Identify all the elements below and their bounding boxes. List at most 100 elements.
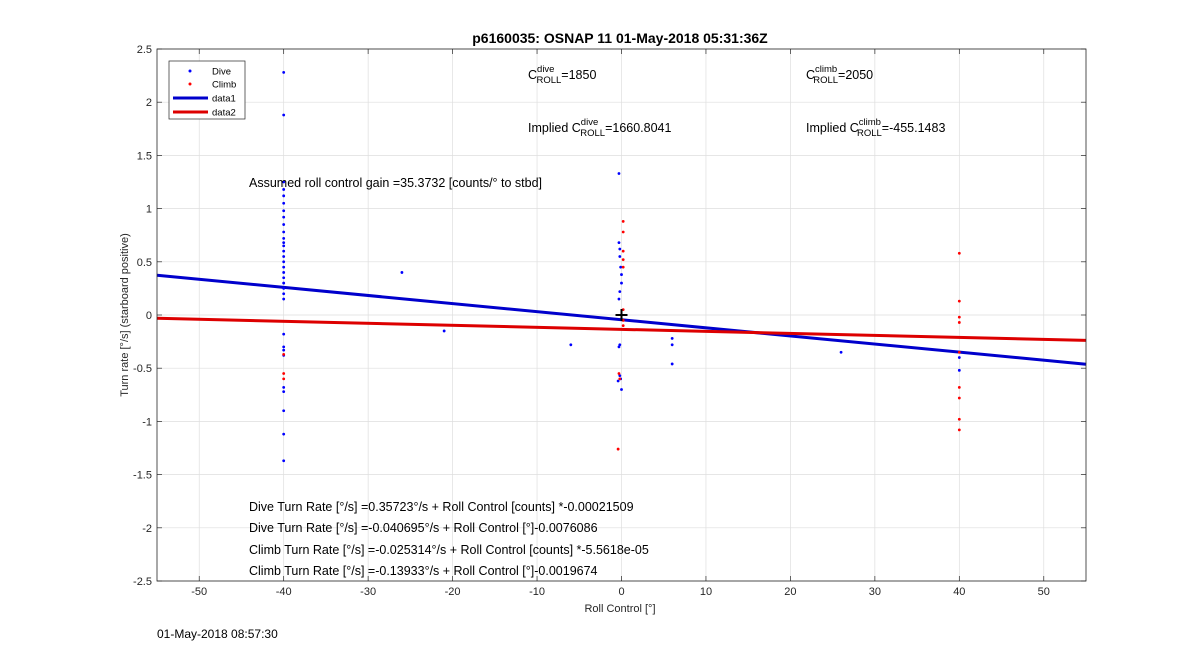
point-dive: [282, 432, 286, 436]
point-dive: [282, 271, 286, 274]
point-dive: [282, 194, 286, 198]
point-dive: [282, 287, 286, 290]
point-dive: [282, 385, 286, 389]
point-dive: [282, 459, 286, 463]
point-dive: [617, 345, 621, 349]
legend-label-climb: Climb: [212, 80, 236, 91]
y-axis-ticks: -2.5 -2 -1.5 -1 -0.5 0 0.5 1 1.5 2 2.5: [133, 44, 1086, 588]
x-tick-label: -50: [191, 586, 207, 598]
point-dive: [670, 337, 674, 340]
point-climb: [621, 219, 625, 223]
x-tick-label: 10: [700, 586, 712, 598]
point-dive: [282, 241, 286, 245]
y-axis-label: Turn rate [°/s] (starboard positive): [119, 233, 131, 397]
point-climb: [617, 372, 621, 375]
roll-gain-annotation: Assumed roll control gain =35.3732 [coun…: [249, 176, 542, 190]
legend-label-dive: Dive: [212, 67, 231, 78]
y-tick-label: 2: [146, 97, 152, 109]
point-dive: [282, 255, 286, 258]
legend-marker-dive: [188, 69, 192, 73]
point-climb: [957, 396, 961, 400]
implied-c-dive-annotation: Implied Cdive ROLL=1660.8041: [528, 117, 671, 139]
y-tick-label: -2.5: [133, 576, 152, 588]
y-tick-label: 1: [146, 204, 152, 216]
point-dive: [282, 230, 286, 234]
point-climb: [957, 251, 961, 255]
dive-fit-counts-annotation: Dive Turn Rate [°/s] =0.35723°/s + Roll …: [249, 500, 634, 514]
x-tick-label: 0: [618, 586, 624, 598]
point-climb: [957, 321, 961, 324]
point-climb: [957, 350, 961, 354]
point-dive: [282, 223, 286, 226]
point-dive: [282, 276, 286, 280]
x-tick-label: 30: [869, 586, 881, 598]
x-tick-label: 50: [1038, 586, 1050, 598]
point-dive: [282, 390, 286, 394]
point-dive: [282, 281, 286, 285]
point-climb: [621, 258, 625, 262]
point-dive: [282, 249, 286, 253]
point-climb: [957, 417, 961, 421]
x-tick-label: -30: [360, 586, 376, 598]
point-dive: [957, 356, 961, 359]
point-dive: [616, 379, 620, 383]
point-dive: [282, 297, 286, 301]
y-tick-label: -1.5: [133, 470, 152, 482]
legend-label-data2: data2: [212, 108, 236, 119]
legend: Dive Climb data1 data2: [168, 60, 246, 120]
legend-marker-climb: [188, 82, 192, 86]
legend-box: [168, 60, 246, 120]
origin-crosshair: [615, 309, 628, 321]
point-dive: [618, 343, 622, 347]
point-dive: [617, 241, 621, 245]
point-dive: [282, 201, 286, 205]
point-dive: [670, 362, 674, 366]
x-tick-label: -40: [276, 586, 292, 598]
point-climb: [957, 299, 961, 303]
point-climb: [616, 447, 620, 451]
point-climb: [621, 265, 625, 269]
point-climb: [618, 377, 622, 381]
y-tick-label: -0.5: [133, 363, 152, 375]
point-dive: [282, 409, 286, 413]
point-dive: [282, 292, 286, 296]
point-climb: [621, 230, 625, 234]
point-dive: [618, 290, 622, 293]
x-tick-label: -20: [445, 586, 461, 598]
point-dive: [442, 329, 446, 333]
point-climb: [282, 352, 286, 356]
point-dive: [282, 209, 286, 213]
c-dive-roll-annotation: Cdive ROLL=1850: [528, 64, 596, 86]
point-climb: [957, 428, 961, 432]
point-dive: [282, 180, 286, 184]
point-dive: [617, 172, 621, 175]
point-dive: [282, 260, 286, 264]
point-dive: [670, 343, 674, 347]
point-dive: [282, 332, 286, 336]
c-climb-roll-annotation: Cclimb ROLL=2050: [806, 64, 873, 86]
climb-fit-degrees-annotation: Climb Turn Rate [°/s] =-0.13933°/s + Rol…: [249, 564, 598, 578]
point-dive: [620, 281, 623, 285]
point-climb: [282, 372, 286, 375]
point-dive: [569, 343, 573, 347]
x-tick-label: 20: [784, 586, 796, 598]
implied-c-climb-annotation: Implied Cclimb ROLL=-455.1483: [806, 117, 945, 139]
point-dive: [957, 368, 961, 372]
y-tick-label: -2: [142, 523, 152, 535]
point-climb: [957, 315, 961, 319]
point-dive: [617, 297, 621, 301]
point-dive: [618, 247, 622, 251]
point-dive: [282, 348, 286, 352]
point-dive: [618, 255, 622, 258]
point-dive: [282, 215, 286, 219]
point-climb: [957, 385, 961, 389]
x-tick-label: 40: [953, 586, 965, 598]
x-tick-label: -10: [529, 586, 545, 598]
point-dive: [620, 273, 623, 276]
chart-title: p6160035: OSNAP 11 01-May-2018 05:31:36Z: [472, 30, 768, 46]
point-dive: [282, 188, 286, 191]
point-dive: [282, 71, 286, 74]
x-axis-ticks: -50 -40 -30 -20 -10 0 10 20 30 40 50: [191, 49, 1050, 598]
y-tick-label: 2.5: [137, 44, 152, 56]
